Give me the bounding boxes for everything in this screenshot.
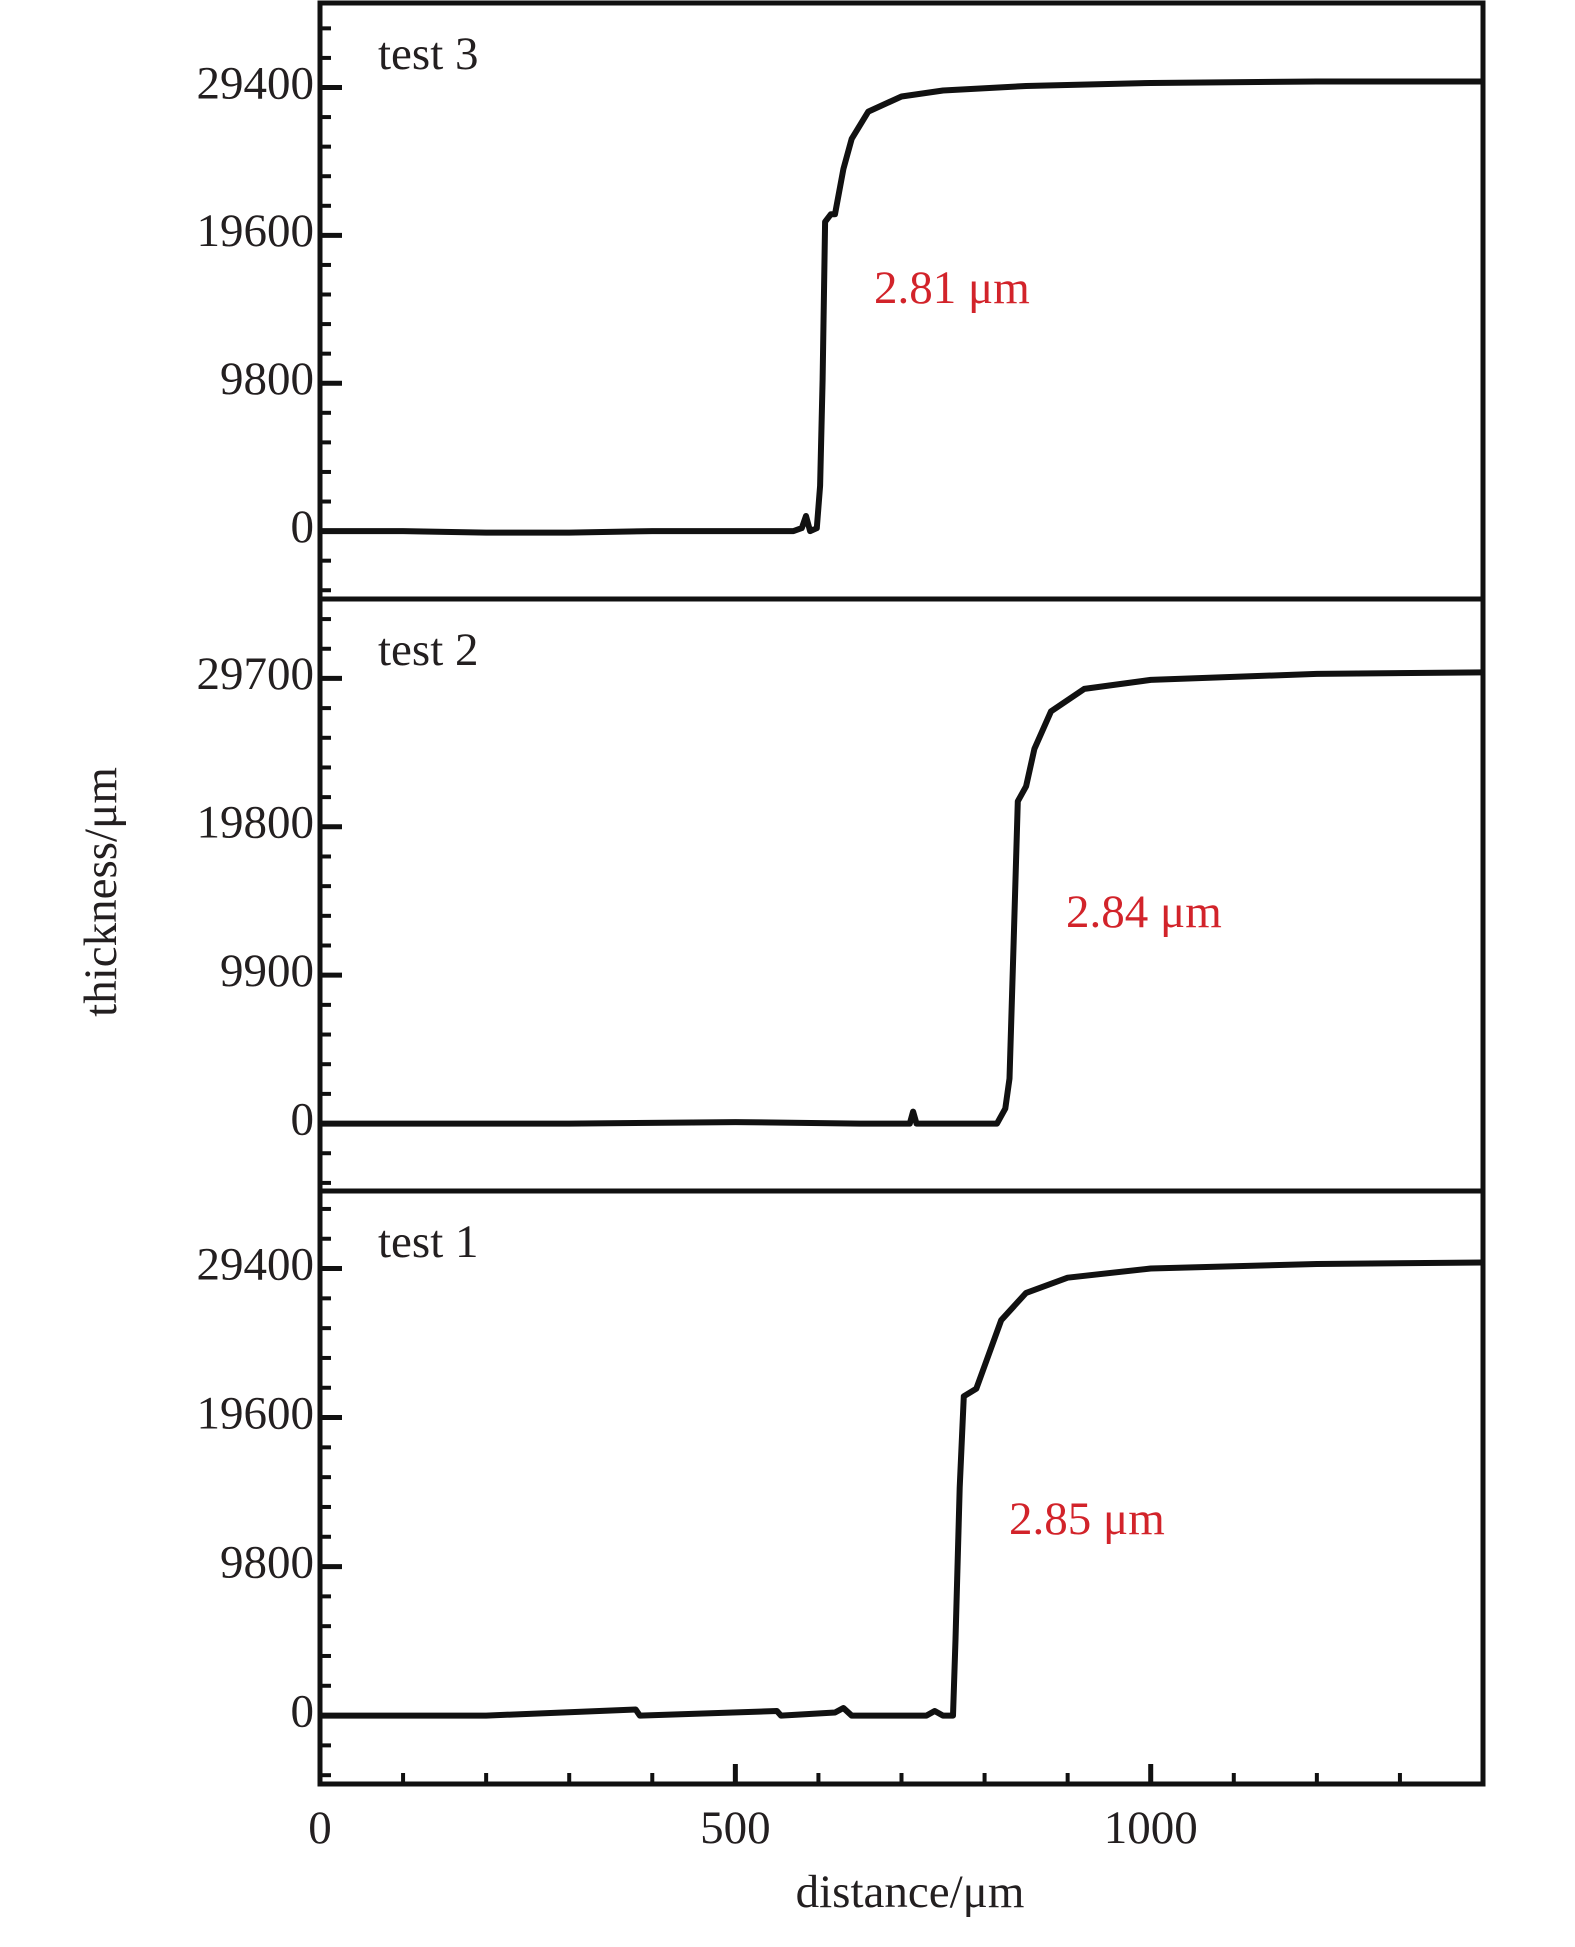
y-tick-label: 9800 [220,1536,314,1588]
data-line [320,1259,1484,1719]
y-tick-label: 0 [291,1685,315,1737]
y-tick-label: 9800 [220,353,314,405]
y-tick-label: 0 [291,1093,315,1145]
annotation: 2.84 μm [1066,886,1222,938]
data-line [320,669,1484,1127]
x-tick-label: 500 [700,1802,771,1854]
y-tick-label: 29700 [197,648,315,700]
y-tick-label: 9900 [220,945,314,997]
y-axis-label: thickness/μm [75,767,127,1017]
data-line [320,78,1483,536]
annotation: 2.85 μm [1009,1493,1165,1545]
x-axis-label: distance/μm [796,1866,1025,1918]
panel-label: test 3 [378,28,479,80]
x-tick-label: 0 [308,1802,332,1854]
panel-label: test 2 [378,624,479,676]
panel-frame [317,1188,1486,1787]
panel-frame [317,596,1486,1194]
y-tick-label: 29400 [197,1238,315,1290]
y-tick-label: 19600 [197,1387,315,1439]
annotation: 2.81 μm [874,262,1030,314]
panel-label: test 1 [378,1216,479,1268]
x-tick-label: 1000 [1104,1802,1198,1854]
y-tick-label: 19800 [197,797,315,849]
y-tick-label: 29400 [197,57,315,109]
y-tick-label: 0 [291,501,315,553]
y-tick-label: 19600 [197,205,315,257]
